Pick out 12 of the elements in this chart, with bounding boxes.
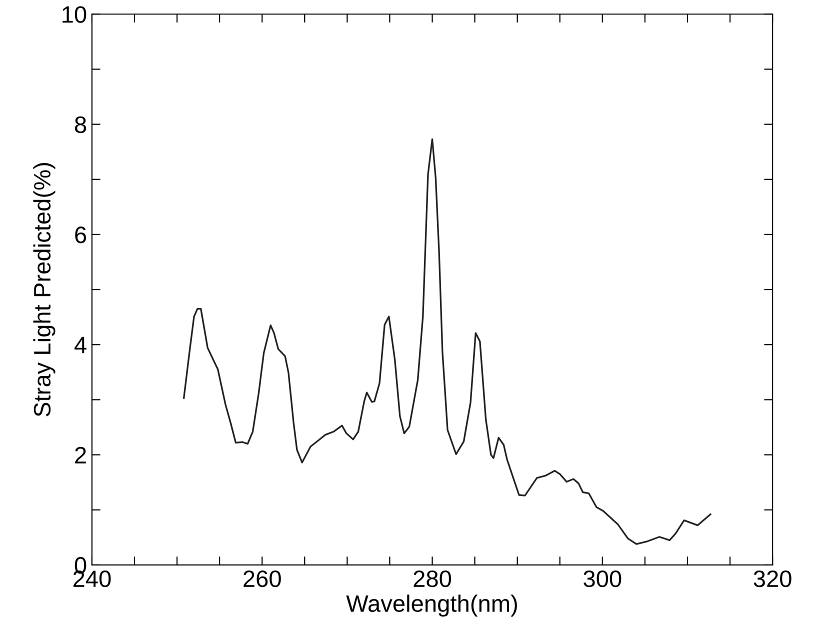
- x-tick-label: 300: [584, 570, 622, 588]
- x-tick-label: 320: [754, 570, 792, 588]
- y-axis-title: Stray Light Predicted(%): [33, 163, 56, 416]
- x-tick-label: 260: [244, 570, 281, 588]
- y-tick-label: 2: [75, 446, 86, 464]
- y-tick-label: 10: [62, 6, 86, 23]
- x-tick-label: 280: [414, 570, 452, 588]
- y-tick-label: 4: [74, 336, 86, 354]
- y-tick-label: 8: [74, 116, 86, 134]
- y-tick-label: 6: [75, 226, 86, 244]
- x-axis-title: Wavelength(nm): [346, 594, 517, 617]
- line-series: [183, 138, 712, 545]
